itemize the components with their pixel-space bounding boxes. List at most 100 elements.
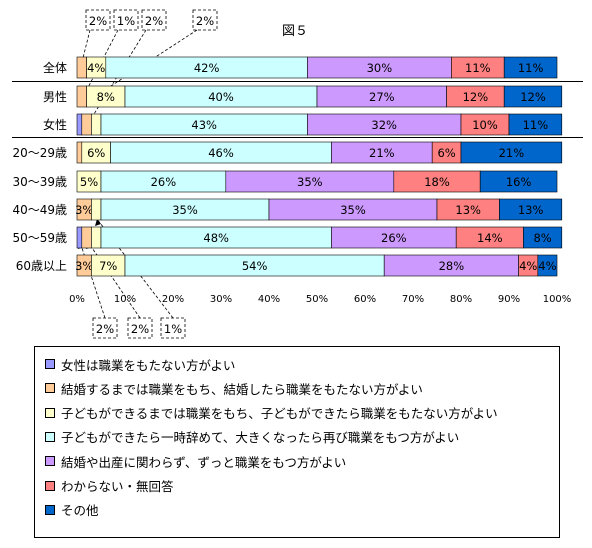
legend-swatch xyxy=(45,383,55,394)
data-label: 3% xyxy=(75,203,93,217)
data-label: 14% xyxy=(477,231,503,245)
x-tick-label: 80% xyxy=(450,294,472,305)
legend-label: 女性は職業をもたない方がよい xyxy=(61,357,236,373)
x-tick-label: 30% xyxy=(210,294,232,305)
data-label: 12% xyxy=(520,90,546,104)
x-axis: 0% 10% 20% 30% 40% 50% 60% 70% 80% 90% 100% xyxy=(69,294,571,305)
callout-leader xyxy=(81,29,119,100)
callout-label: 2% xyxy=(89,14,107,28)
legend-swatch xyxy=(45,407,55,418)
x-tick-label: 70% xyxy=(402,294,424,305)
bar-segment xyxy=(479,170,558,193)
data-label: 35% xyxy=(297,175,323,189)
callout-box xyxy=(113,9,139,31)
legend-item: 女性は職業をもたない方がよい xyxy=(45,355,235,373)
data-label: 4% xyxy=(538,259,556,273)
legend-label: 結婚するまでは職業をもち、結婚したら職業をもたない方がよい xyxy=(61,381,423,397)
bar-segment xyxy=(91,226,102,249)
bar-segment xyxy=(76,56,87,79)
x-tick-label: 10% xyxy=(114,294,136,305)
data-label: 13% xyxy=(518,203,544,217)
callout-label: 2% xyxy=(196,14,214,28)
data-label: 40% xyxy=(208,90,234,104)
data-label: 16% xyxy=(506,175,532,189)
legend-item: わからない・無回答 xyxy=(45,477,174,495)
bar-segment xyxy=(508,113,563,136)
legend-item: 子どもができたら一時辞めて、大きくなったら再び職業をもつ方がよい xyxy=(45,428,459,446)
data-label: 6% xyxy=(437,146,455,160)
data-label: 5% xyxy=(80,175,98,189)
callout-arrowhead xyxy=(95,219,101,226)
data-label: 26% xyxy=(151,175,177,189)
bar-segment xyxy=(523,226,563,249)
bar-segment xyxy=(460,141,563,164)
data-label: 8% xyxy=(97,90,115,104)
x-tick-label: 60% xyxy=(354,294,376,305)
legend-label: その他 xyxy=(61,503,99,519)
data-label: 30% xyxy=(367,61,393,75)
bar-segment xyxy=(503,56,558,79)
data-label: 42% xyxy=(194,61,220,75)
data-label: 11% xyxy=(518,61,544,75)
bar-segment xyxy=(499,198,563,221)
legend-item: 結婚や出産に関わらず、ずっと職業をもつ方がよい xyxy=(45,452,346,470)
chart-title: 図５ xyxy=(282,24,308,39)
legend-label: 子どもができたら一時辞めて、大きくなったら再び職業をもつ方がよい xyxy=(61,430,460,446)
x-tick-label: 0% xyxy=(69,294,85,305)
legend-label: 結婚や出産に関わらず、ずっと職業をもつ方がよい xyxy=(61,454,347,470)
x-tick-label: 40% xyxy=(258,294,280,305)
data-label: 4% xyxy=(87,61,105,75)
x-tick-label: 90% xyxy=(498,294,520,305)
data-label: 48% xyxy=(203,231,229,245)
group-separators xyxy=(12,81,583,138)
legend-swatch xyxy=(45,359,55,369)
bar-segment xyxy=(81,226,92,249)
data-label: 3% xyxy=(75,259,93,273)
callout-box xyxy=(85,9,111,31)
legend-item: 結婚するまでは職業をもち、結婚したら職業をもたない方がよい xyxy=(45,379,423,397)
category-label: 60歳以上 xyxy=(16,259,67,273)
legend: 女性は職業をもたない方がよい結婚するまでは職業をもち、結婚したら職業をもたない方… xyxy=(34,346,560,538)
data-label: 28% xyxy=(439,259,465,273)
callout-label: 2% xyxy=(145,14,163,28)
category-label: 40～49歳 xyxy=(12,203,67,217)
data-label: 54% xyxy=(242,259,268,273)
data-label: 13% xyxy=(455,203,481,217)
legend-swatch xyxy=(45,480,55,491)
data-label: 11% xyxy=(523,118,549,132)
data-label: 8% xyxy=(533,231,551,245)
callout-leader xyxy=(79,29,91,71)
legend-item: その他 xyxy=(45,501,99,519)
legend-swatch xyxy=(45,431,55,442)
category-label: 20～29歳 xyxy=(12,146,67,160)
callout-label: 2% xyxy=(131,322,149,336)
data-label: 32% xyxy=(371,118,397,132)
x-tick-label: 20% xyxy=(162,294,184,305)
data-label: 21% xyxy=(499,146,525,160)
callout-box xyxy=(192,9,218,31)
bar-segment xyxy=(91,113,102,136)
data-label: 21% xyxy=(369,146,395,160)
data-label: 12% xyxy=(463,90,489,104)
callout-label: 1% xyxy=(164,322,182,336)
bar-segment xyxy=(76,226,83,249)
bar-segment xyxy=(503,85,563,108)
bar-segment xyxy=(76,113,83,136)
data-label: 10% xyxy=(472,118,498,132)
bar-segment xyxy=(537,254,558,277)
x-tick-label: 100% xyxy=(543,294,572,305)
callout-leader xyxy=(79,241,106,319)
x-tick-label: 50% xyxy=(306,294,328,305)
data-label: 46% xyxy=(208,146,234,160)
legend-label: 子どもができるまでは職業をもち、子どもができたら職業をもたない方がよい xyxy=(61,406,498,422)
data-label: 7% xyxy=(99,259,117,273)
data-label: 35% xyxy=(340,203,366,217)
legend-item: 子どもができるまでは職業をもち、子どもができたら職業をもたない方がよい xyxy=(45,404,498,422)
legend-label: わからない・無回答 xyxy=(61,479,174,494)
callout-box xyxy=(141,9,167,31)
data-label: 11% xyxy=(465,61,491,75)
legend-swatch xyxy=(45,456,55,467)
category-label: 50～59歳 xyxy=(12,231,67,245)
callout-label: 2% xyxy=(96,322,114,336)
data-label: 18% xyxy=(424,175,450,189)
